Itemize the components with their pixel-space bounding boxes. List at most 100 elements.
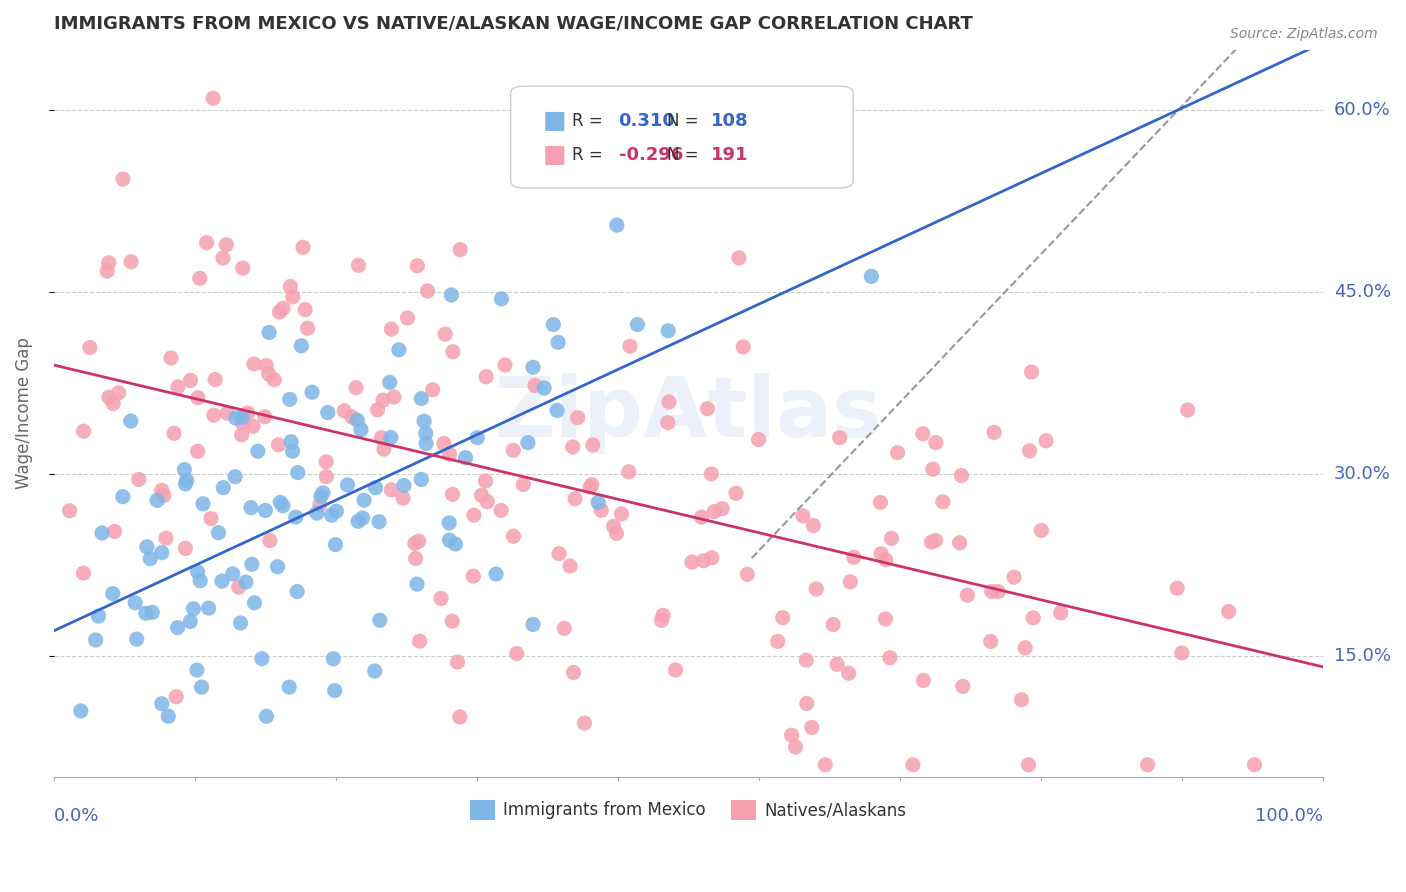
Point xyxy=(516,435,538,450)
Point xyxy=(463,569,485,583)
Text: 15.0%: 15.0% xyxy=(1334,647,1391,665)
Point xyxy=(271,301,294,316)
Point xyxy=(294,302,316,317)
Point xyxy=(562,665,585,680)
Point xyxy=(97,390,120,404)
Point xyxy=(231,410,253,425)
Text: 0.0%: 0.0% xyxy=(53,807,100,825)
Point xyxy=(278,680,301,694)
Point xyxy=(408,534,430,549)
Point xyxy=(84,632,107,647)
Point xyxy=(236,406,259,420)
Point xyxy=(766,634,789,648)
Point xyxy=(980,634,1002,648)
Point xyxy=(146,493,169,508)
Point xyxy=(579,480,602,494)
Point xyxy=(211,574,233,588)
Point xyxy=(380,483,402,497)
Point xyxy=(215,237,238,252)
Point xyxy=(415,436,437,450)
Point xyxy=(581,477,603,491)
Point xyxy=(336,478,359,492)
Point xyxy=(605,526,627,541)
Point xyxy=(228,580,250,594)
Point xyxy=(440,288,463,302)
Point xyxy=(502,443,524,458)
Point xyxy=(922,462,945,476)
Point xyxy=(101,396,124,410)
Point xyxy=(690,510,713,524)
Point xyxy=(269,305,291,319)
Point xyxy=(325,538,347,552)
Point xyxy=(373,442,395,457)
Point xyxy=(956,588,979,602)
Point xyxy=(364,664,387,678)
Point xyxy=(266,559,288,574)
Point xyxy=(925,435,948,450)
Point xyxy=(522,360,544,375)
Point xyxy=(200,511,222,525)
Point xyxy=(165,690,187,704)
Point xyxy=(186,663,208,677)
Point xyxy=(128,472,150,486)
Point xyxy=(263,373,285,387)
Point xyxy=(610,507,633,521)
Point xyxy=(561,440,583,454)
Point xyxy=(912,673,935,688)
Point xyxy=(256,709,278,723)
Point xyxy=(1022,611,1045,625)
Point xyxy=(406,259,429,273)
Point xyxy=(1021,365,1043,379)
Point xyxy=(243,357,266,371)
Point xyxy=(449,710,471,724)
Point xyxy=(430,591,453,606)
Point xyxy=(1049,606,1071,620)
Point xyxy=(446,655,468,669)
Point xyxy=(257,326,280,340)
Point xyxy=(371,393,394,408)
Point xyxy=(1218,605,1240,619)
Point xyxy=(664,663,686,677)
Point xyxy=(103,524,125,539)
Point xyxy=(69,704,91,718)
Point xyxy=(254,359,277,373)
Point xyxy=(1010,692,1032,706)
Point xyxy=(617,465,640,479)
Point xyxy=(1243,757,1265,772)
Point xyxy=(309,489,332,503)
Point xyxy=(197,601,219,615)
Point xyxy=(1031,524,1053,538)
Point xyxy=(983,425,1005,440)
Text: IMMIGRANTS FROM MEXICO VS NATIVE/ALASKAN WAGE/INCOME GAP CORRELATION CHART: IMMIGRANTS FROM MEXICO VS NATIVE/ALASKAN… xyxy=(53,15,973,33)
Text: 108: 108 xyxy=(711,112,749,130)
Point xyxy=(842,550,865,565)
Point xyxy=(135,607,157,621)
Point xyxy=(254,503,277,517)
Point xyxy=(333,403,356,417)
Point xyxy=(454,450,477,465)
Point xyxy=(278,392,301,407)
Point xyxy=(221,566,243,581)
Point xyxy=(491,292,513,306)
Point xyxy=(441,487,464,501)
Point xyxy=(242,419,264,434)
Point xyxy=(879,650,901,665)
Point xyxy=(173,463,195,477)
Point xyxy=(157,709,180,723)
Point xyxy=(167,380,190,394)
Point xyxy=(155,531,177,545)
Point xyxy=(139,551,162,566)
Point xyxy=(692,554,714,568)
Point xyxy=(546,403,568,417)
Point xyxy=(160,351,183,365)
Point xyxy=(1035,434,1057,448)
Point xyxy=(449,243,471,257)
Point xyxy=(792,508,814,523)
Point xyxy=(441,344,464,359)
Point xyxy=(179,615,201,629)
Text: -0.296: -0.296 xyxy=(619,146,683,164)
Point xyxy=(180,373,202,387)
Point xyxy=(187,391,209,405)
Point xyxy=(823,617,845,632)
Point xyxy=(235,574,257,589)
